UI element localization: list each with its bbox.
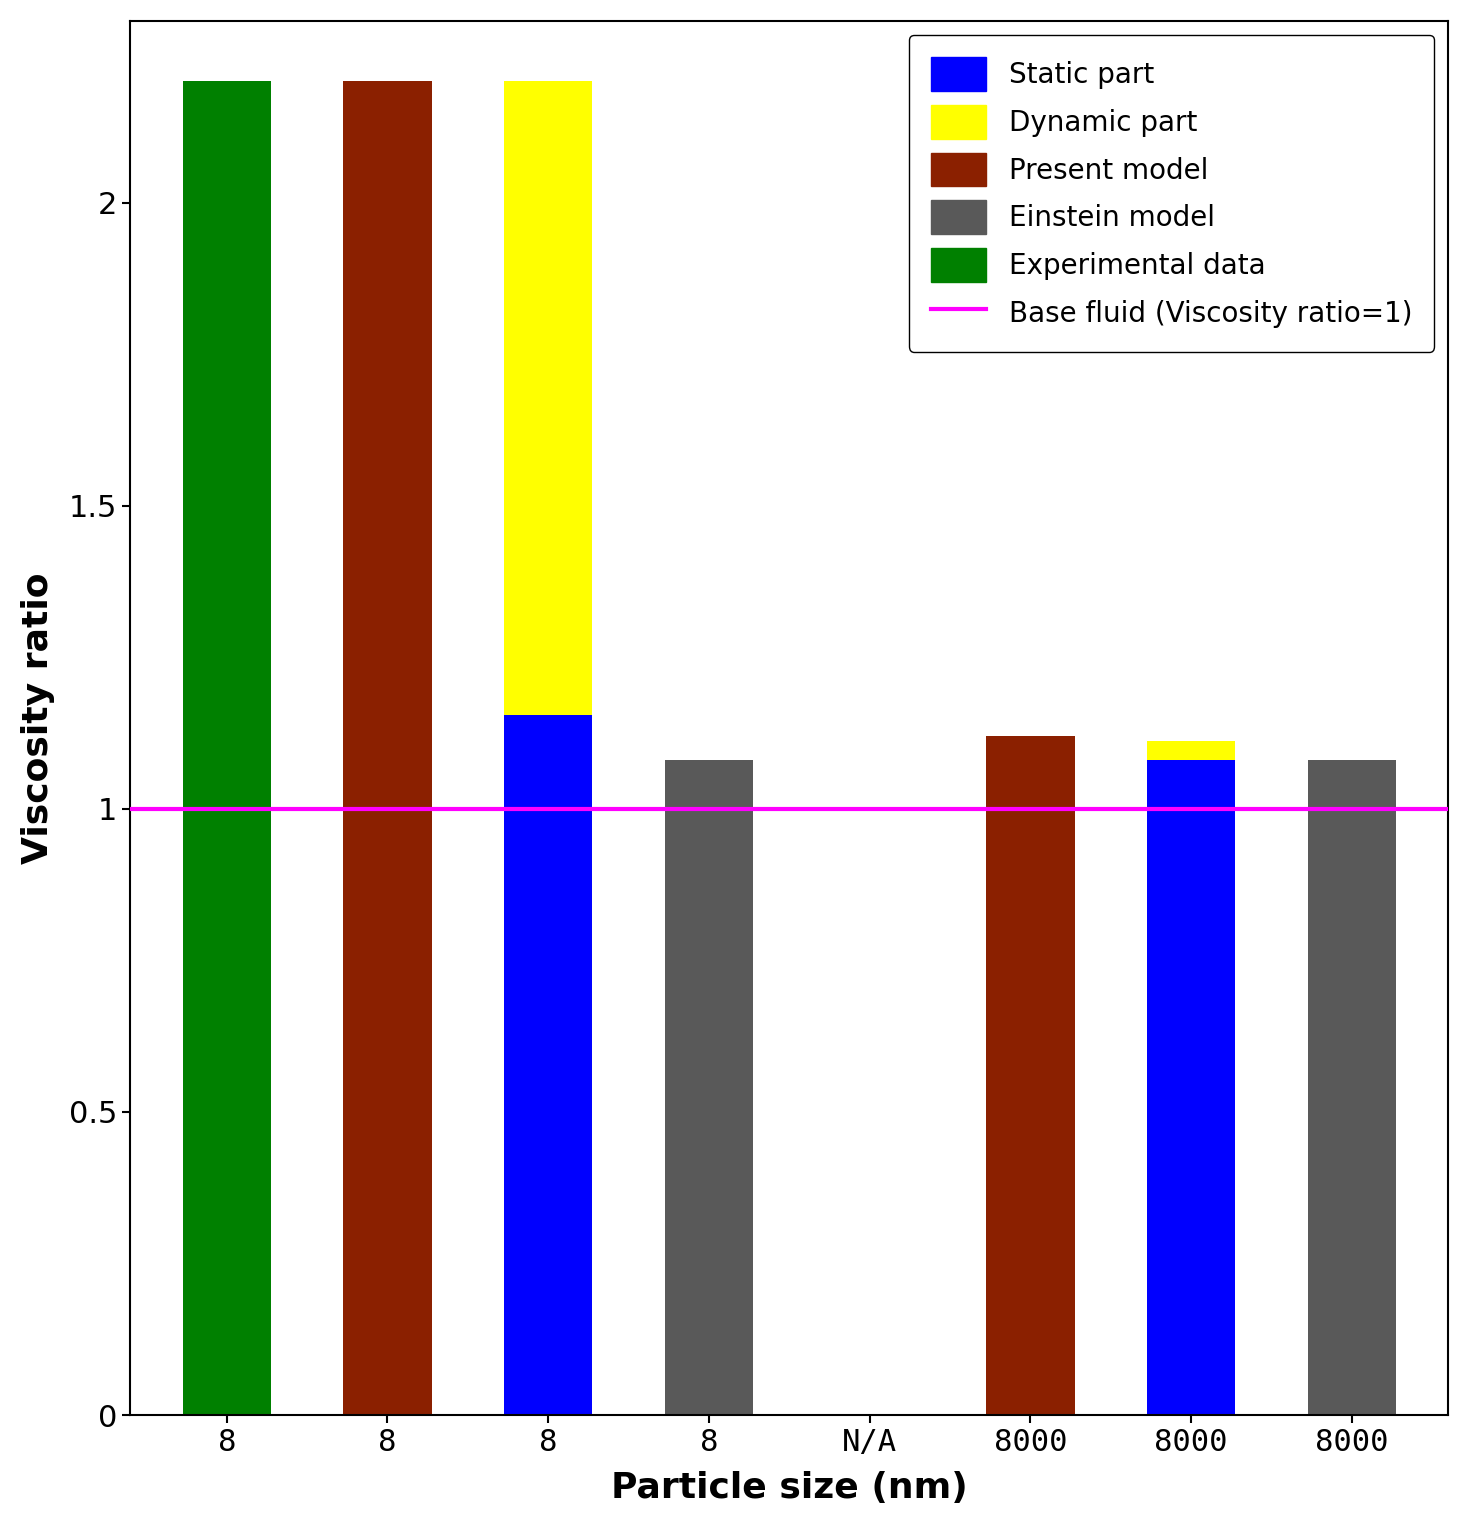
Y-axis label: Viscosity ratio: Viscosity ratio [21, 572, 54, 864]
Bar [1307, 760, 1396, 1415]
Bar [344, 81, 432, 1415]
Legend: Static part, Dynamic part, Present model, Einstein model, Experimental data, Bas: Static part, Dynamic part, Present model… [908, 35, 1434, 353]
X-axis label: Particle size (nm): Particle size (nm) [611, 1471, 968, 1505]
Bar [664, 760, 754, 1415]
Bar [504, 714, 592, 1415]
Bar [986, 736, 1074, 1415]
Bar [1147, 742, 1235, 760]
Bar [182, 81, 270, 1415]
Bar [1147, 760, 1235, 1415]
Bar [504, 81, 592, 714]
